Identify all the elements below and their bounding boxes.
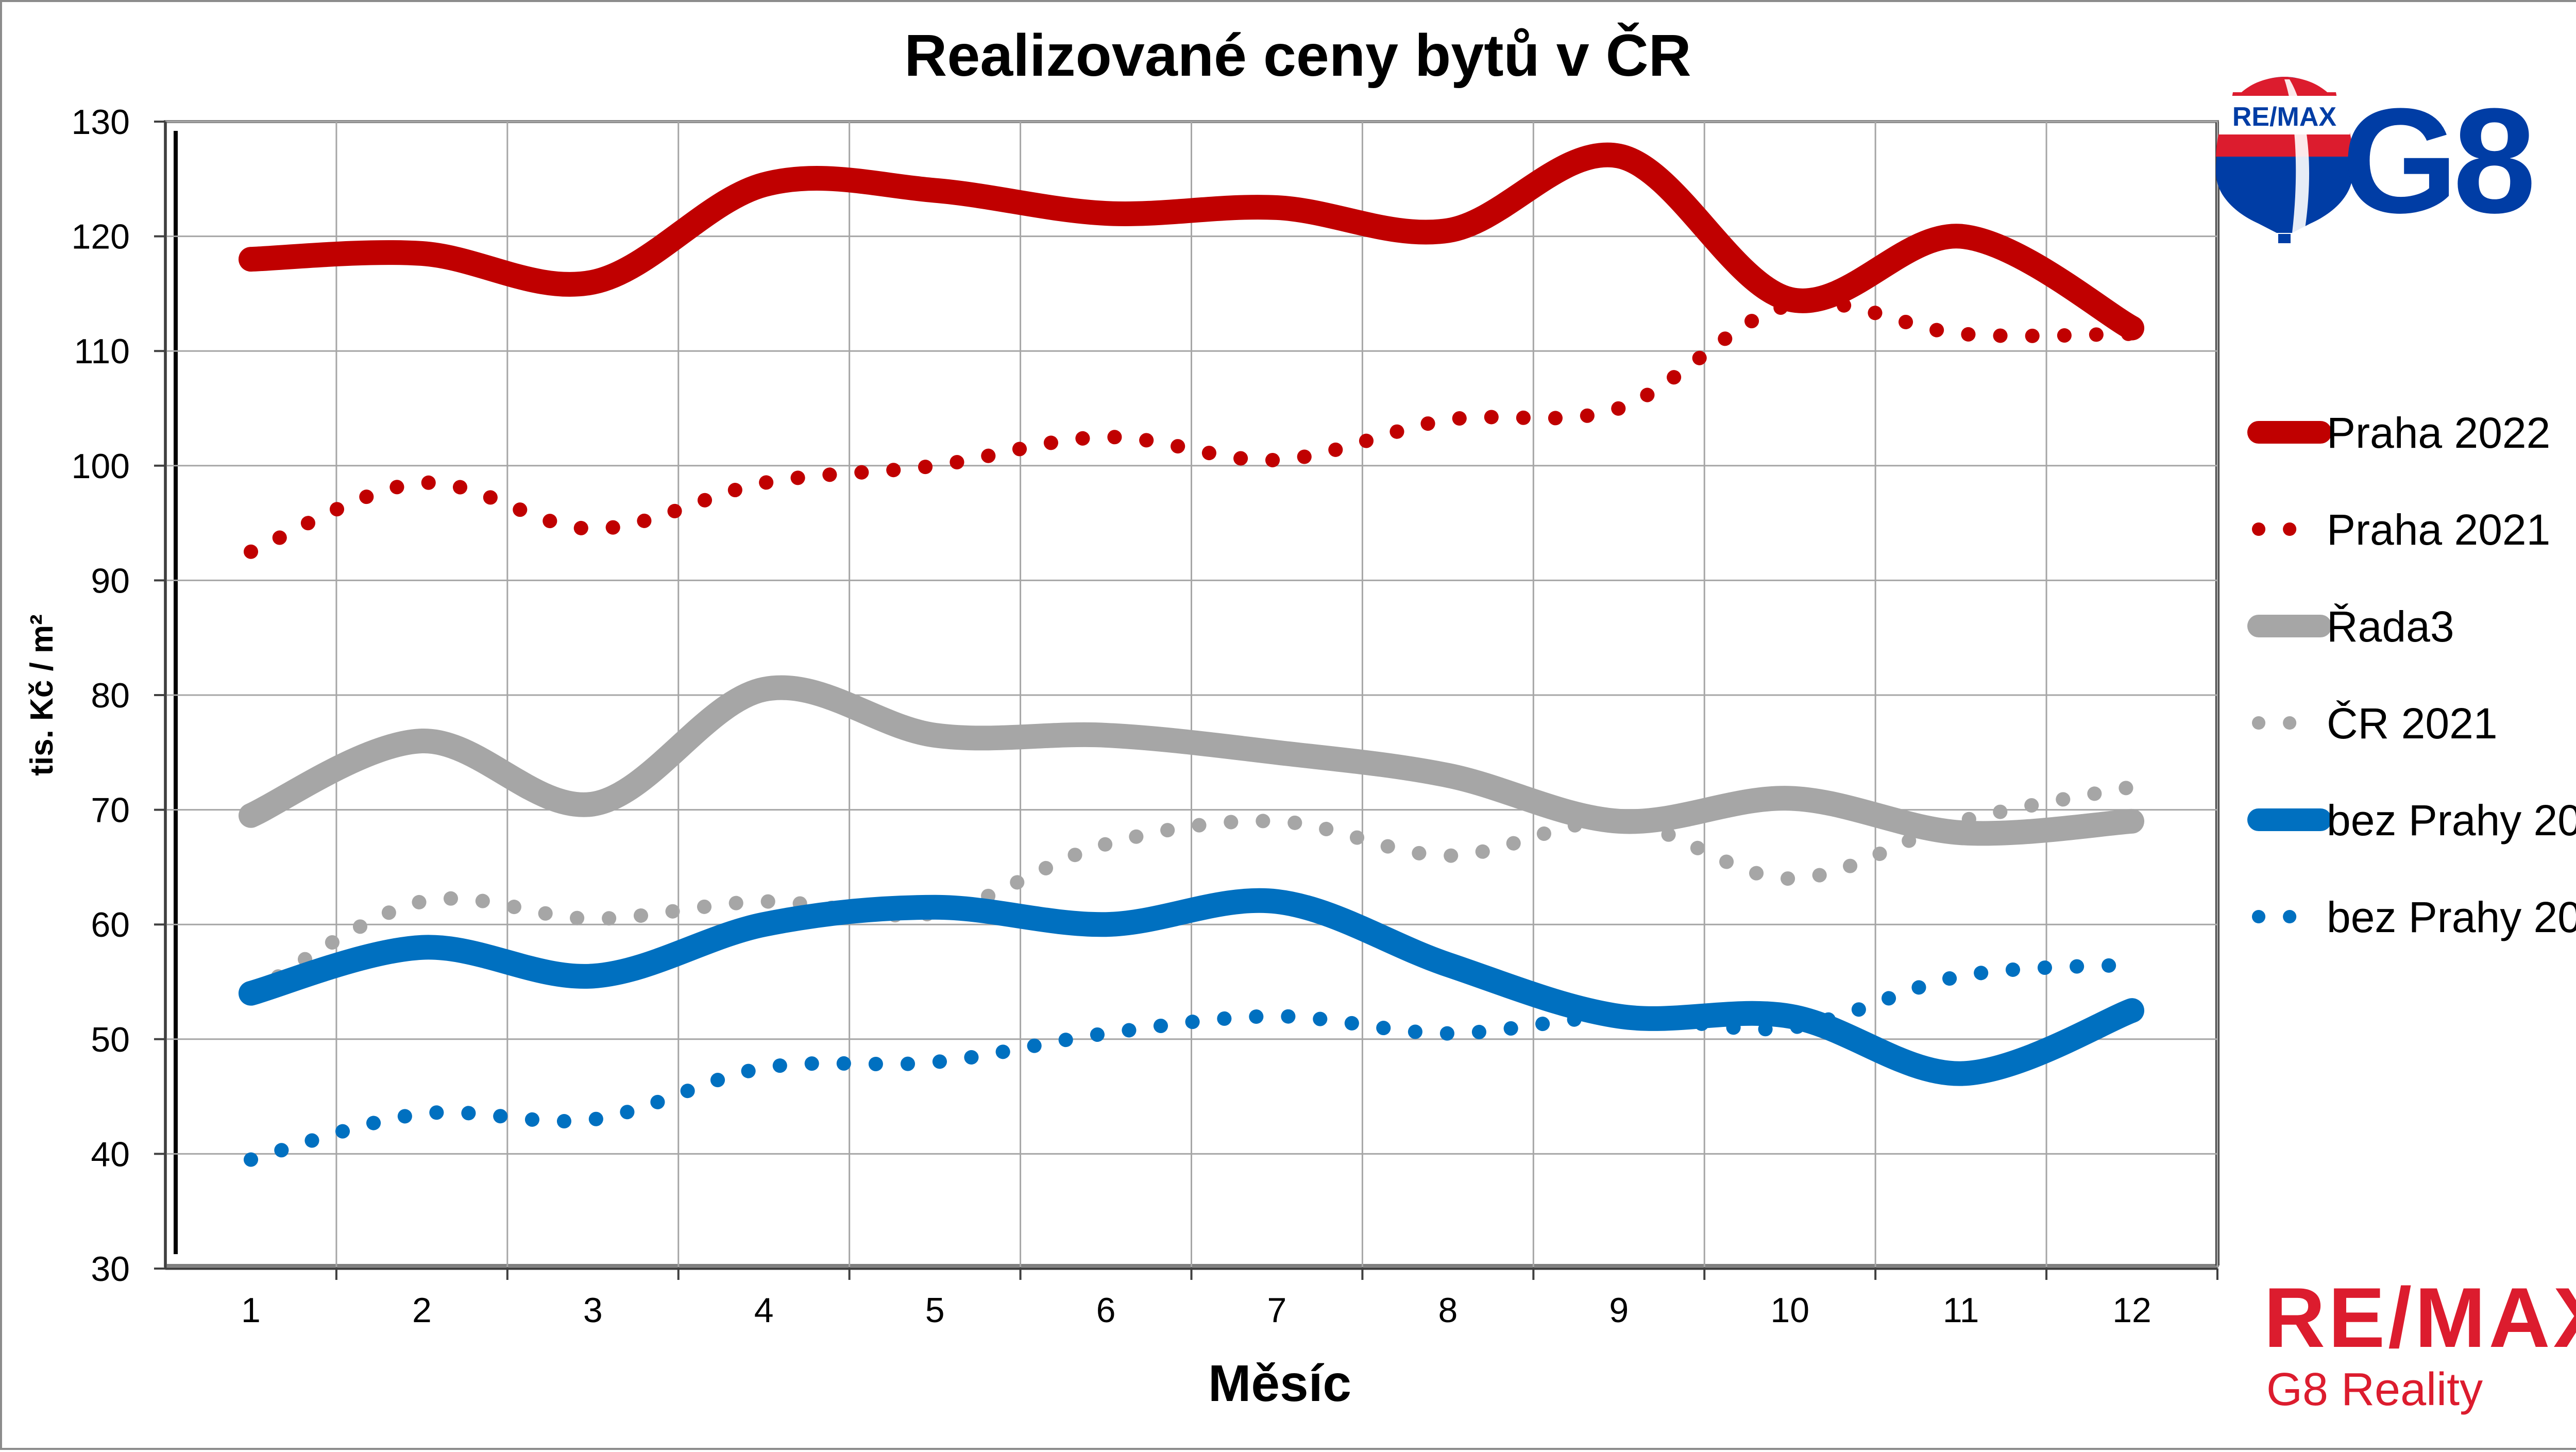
y-tick-label: 40 (91, 1135, 130, 1174)
y-tick-labels: 30 40 50 60 70 80 90 100 110 120 130 (72, 103, 130, 1289)
company-name: G8 Reality (2266, 1364, 2483, 1415)
chart-title: Realizované ceny bytů v ČR (904, 22, 1691, 89)
y-tick-label: 80 (91, 676, 130, 715)
y-axis-label: tis. Kč / m² (24, 614, 60, 776)
y-tick-label: 60 (91, 905, 130, 944)
legend-label-bez-prahy-2021: bez Prahy 2021 (2327, 893, 2576, 941)
balloon-basket-icon (2278, 234, 2291, 243)
legend-label-praha-2022: Praha 2022 (2327, 409, 2550, 457)
y-tick-label: 120 (72, 217, 130, 257)
x-tick-label: 2 (412, 1291, 432, 1330)
x-tick-label: 9 (1609, 1291, 1629, 1330)
x-tick-label: 5 (925, 1291, 945, 1330)
legend: Praha 2022 Praha 2021 Řada3 ČR 2021 bez Prah… (2259, 409, 2576, 941)
legend-label-bez-prahy-2022: bez Prahy 2022 (2327, 796, 2576, 845)
legend-label-řada3: Řada3 (2327, 602, 2454, 651)
x-tick-label: 12 (2112, 1291, 2151, 1330)
y-tick-label: 110 (74, 332, 130, 371)
legend-label-praha-2021: Praha 2021 (2327, 505, 2550, 554)
remax-wordmark: RE/MAX (2264, 1270, 2576, 1365)
y-tick-label: 30 (91, 1250, 130, 1289)
x-tick-label: 8 (1438, 1291, 1458, 1330)
x-tick-label: 1 (241, 1291, 261, 1330)
x-tick-label: 4 (754, 1291, 774, 1330)
x-tick-label: 11 (1943, 1291, 1979, 1330)
legend-label-čr-2021: ČR 2021 (2327, 699, 2498, 748)
x-tick-label: 6 (1096, 1291, 1116, 1330)
x-tick-label: 10 (1770, 1291, 1809, 1330)
y-tick-label: 130 (72, 103, 130, 142)
y-tick-label: 70 (91, 791, 130, 830)
x-tick-label: 3 (583, 1291, 603, 1330)
y-tick-label: 50 (91, 1020, 130, 1059)
x-tick-label: 7 (1267, 1291, 1287, 1330)
remax-balloon-logo: RE/MAX (2216, 77, 2353, 243)
y-tick-label: 100 (72, 447, 130, 486)
office-code-logo: G8 (2342, 77, 2533, 244)
y-tick-label: 90 (91, 561, 130, 600)
x-axis-label: Měsíc (1208, 1355, 1351, 1412)
balloon-label: RE/MAX (2232, 102, 2337, 132)
